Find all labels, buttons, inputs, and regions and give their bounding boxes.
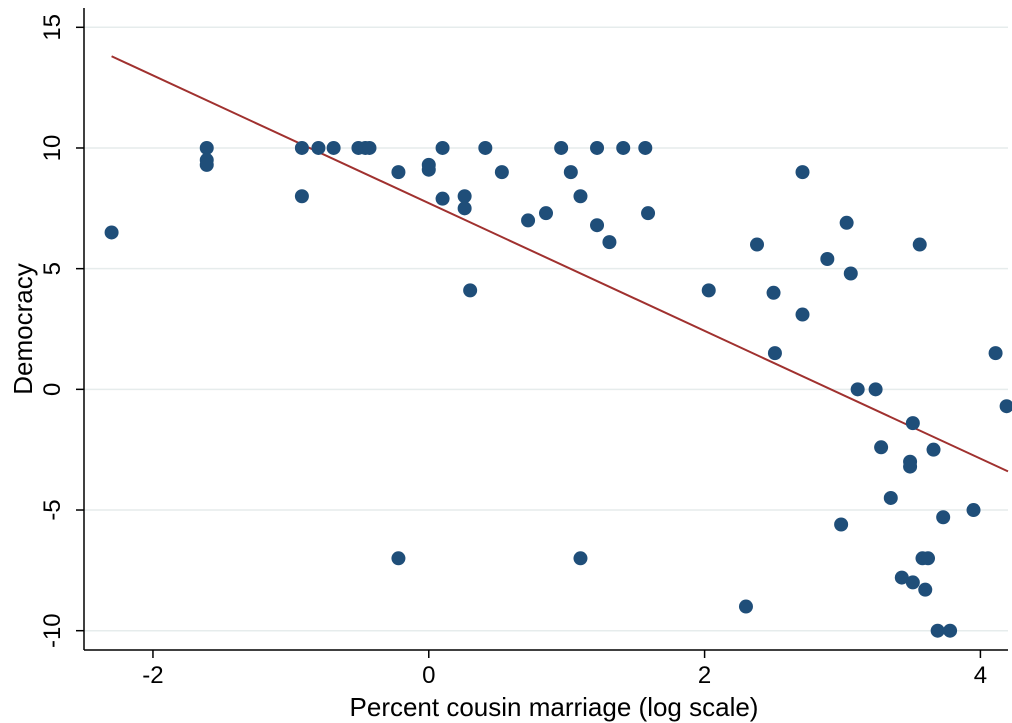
data-point	[539, 206, 553, 221]
data-point	[820, 252, 835, 267]
data-point	[936, 510, 951, 525]
data-point	[457, 201, 472, 216]
y-tick-label: -10	[39, 613, 66, 648]
data-point	[834, 517, 849, 532]
data-points	[104, 140, 1012, 638]
data-point	[912, 237, 927, 252]
data-point	[463, 283, 478, 298]
data-point	[421, 162, 436, 177]
data-point	[767, 346, 782, 361]
data-point	[905, 575, 920, 590]
data-point	[843, 266, 858, 281]
y-tick-label: -5	[39, 499, 66, 520]
data-point	[590, 140, 605, 155]
y-axis-title: Democracy	[8, 263, 38, 394]
x-tick-label: 4	[974, 662, 987, 689]
data-point	[926, 442, 941, 457]
data-point	[903, 459, 918, 474]
data-point	[750, 237, 765, 252]
axes: -2 0 2 4 -10 -5 0 5 10 15	[39, 8, 1008, 689]
data-point	[602, 235, 617, 250]
data-point	[795, 165, 810, 180]
data-point	[554, 140, 569, 155]
data-point	[494, 165, 509, 180]
data-point	[894, 570, 909, 585]
fit-line	[111, 55, 1009, 473]
data-point	[326, 140, 341, 155]
data-point	[918, 582, 933, 597]
data-point	[638, 140, 653, 155]
data-point	[874, 440, 889, 455]
data-point	[616, 140, 631, 155]
data-point	[294, 140, 309, 155]
data-point	[457, 189, 472, 204]
x-tick-label: 0	[422, 662, 435, 689]
data-point	[943, 623, 958, 638]
data-point	[563, 165, 578, 180]
data-point	[391, 551, 406, 566]
data-point	[795, 307, 810, 322]
x-axis-title: Percent cousin marriage (log scale)	[350, 692, 759, 722]
data-point	[905, 416, 920, 431]
data-point	[850, 382, 865, 397]
data-point	[966, 503, 981, 518]
fit-line-layer	[111, 55, 1009, 473]
data-point	[738, 599, 753, 614]
data-point	[435, 140, 450, 155]
data-point	[311, 140, 326, 155]
data-point	[590, 218, 605, 233]
data-point	[294, 189, 309, 204]
data-point	[199, 140, 214, 155]
x-tick-label: 2	[698, 662, 711, 689]
x-tick-label: -2	[142, 662, 163, 689]
data-point	[766, 285, 781, 300]
y-tick-label: 5	[39, 262, 66, 275]
y-tick-label: 10	[39, 135, 66, 162]
data-point	[478, 140, 493, 155]
data-point	[573, 189, 588, 204]
data-point	[199, 157, 214, 172]
data-point	[573, 551, 588, 566]
gridlines	[84, 26, 1008, 632]
data-point	[868, 382, 883, 397]
data-point	[999, 399, 1012, 414]
data-point	[921, 551, 936, 566]
data-point	[988, 346, 1003, 361]
data-point	[435, 191, 450, 206]
y-tick-label: 15	[39, 14, 66, 41]
data-point	[391, 165, 406, 180]
y-tick-label: 0	[39, 383, 66, 396]
data-point	[641, 206, 656, 221]
data-point	[701, 283, 716, 298]
data-point	[362, 140, 377, 155]
data-point	[839, 215, 854, 230]
data-point	[521, 213, 536, 228]
data-point	[104, 225, 119, 240]
data-point	[930, 623, 945, 638]
data-point	[883, 490, 898, 505]
